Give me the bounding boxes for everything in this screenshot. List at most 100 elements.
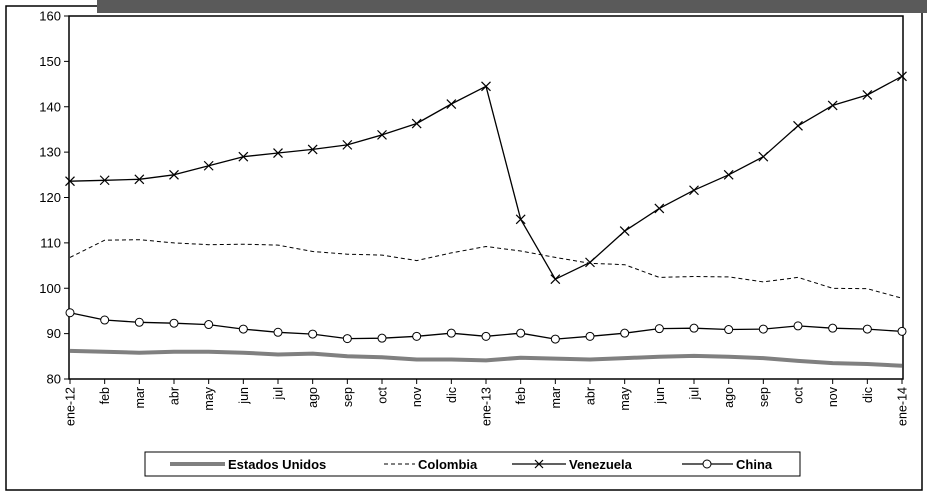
y-tick-label: 130: [39, 145, 61, 160]
data-point-china: [481, 331, 491, 341]
series-estados-unidos: [69, 348, 903, 368]
plot-area: [68, 15, 904, 380]
data-point-china: [724, 325, 734, 335]
data-point-venezuela: [238, 151, 249, 162]
legend-item-estados-unidos: Estados Unidos: [170, 457, 326, 472]
data-point-china: [238, 324, 248, 334]
data-point-venezuela: [99, 175, 110, 186]
x-tick-label: mar: [133, 387, 147, 409]
y-tick-label: 100: [39, 281, 61, 296]
x-tick-label: oct: [792, 386, 806, 403]
series-colombia: [69, 239, 903, 299]
data-point-china: [828, 323, 838, 333]
legend-label-china: China: [736, 457, 773, 472]
data-point-venezuela: [203, 160, 214, 171]
data-point-china: [620, 328, 630, 338]
data-point-china: [516, 328, 526, 338]
top-shadow-band: [97, 0, 927, 13]
x-tick-label: ene-12: [64, 387, 78, 426]
x-tick-label: oct: [376, 386, 390, 403]
data-point-venezuela: [585, 257, 595, 268]
data-point-venezuela: [446, 99, 457, 109]
y-tick-label: 110: [40, 235, 61, 250]
legend-item-venezuela: Venezuela: [512, 457, 633, 472]
data-point-china: [100, 315, 110, 325]
data-point-venezuela: [793, 120, 803, 131]
legend-label-colombia: Colombia: [418, 457, 478, 472]
x-tick-label: ene-13: [480, 387, 494, 426]
data-point-venezuela: [273, 148, 283, 158]
data-point-venezuela: [307, 144, 318, 155]
x-tick-label: abr: [584, 387, 598, 405]
x-tick-label: jun: [653, 387, 667, 405]
y-tick-label: 150: [39, 54, 61, 69]
x-tick-label: ago: [306, 387, 320, 408]
x-tick-label: dic: [861, 387, 875, 403]
y-tick-label: 90: [47, 326, 61, 341]
data-point-venezuela: [481, 81, 491, 92]
data-point-china: [793, 321, 803, 331]
data-point-venezuela: [515, 214, 526, 225]
data-point-venezuela: [342, 139, 353, 150]
data-point-venezuela: [689, 185, 699, 196]
data-point-venezuela: [65, 176, 75, 187]
x-tick-label: dic: [445, 387, 459, 403]
x-tick-label: ago: [722, 387, 736, 408]
series-venezuela: [65, 71, 907, 285]
legend-item-china: China: [682, 457, 773, 472]
data-point-venezuela: [134, 174, 145, 185]
series-line-colombia: [69, 239, 903, 299]
x-tick-label: mar: [549, 387, 563, 409]
data-point-china: [897, 326, 907, 336]
data-point-china: [308, 329, 318, 339]
data-point-china: [689, 323, 699, 333]
data-point-china: [585, 331, 595, 341]
data-point-china: [862, 324, 872, 334]
x-tick-label: abr: [168, 387, 182, 405]
x-tick-label: feb: [98, 387, 112, 404]
data-point-china: [134, 317, 144, 327]
legend-label-estados-unidos: Estados Unidos: [228, 457, 326, 472]
series-layer: [65, 71, 907, 368]
data-point-venezuela: [897, 71, 907, 82]
x-tick-label: ene-14: [896, 387, 910, 426]
data-point-china: [377, 333, 387, 343]
y-tick-label: 120: [39, 190, 61, 205]
data-point-china: [342, 334, 352, 344]
y-tick-label: 80: [47, 372, 61, 387]
legend-label-venezuela: Venezuela: [569, 457, 633, 472]
legend-marker-china: [702, 459, 712, 469]
data-point-china: [169, 318, 179, 328]
data-point-china: [65, 308, 75, 318]
data-point-venezuela: [377, 129, 387, 140]
data-point-venezuela: [169, 169, 179, 180]
legend-item-colombia: Colombia: [384, 457, 478, 472]
legend: Estados Unidos Colombia Venezuela China: [144, 451, 801, 477]
y-axis: 80 90 100 110 120 130 140 150 160: [39, 9, 69, 387]
data-point-china: [654, 324, 664, 334]
data-point-china: [412, 331, 422, 341]
data-point-china: [758, 324, 768, 334]
data-point-venezuela: [411, 118, 422, 129]
x-tick-label: nov: [826, 386, 840, 407]
x-tick-label: jul: [688, 387, 702, 401]
x-tick-label: may: [202, 386, 216, 410]
data-point-venezuela: [654, 203, 665, 214]
x-tick-label: jun: [237, 387, 251, 405]
x-tick-label: sep: [341, 387, 355, 407]
x-tick-label: jul: [272, 387, 286, 401]
data-point-china: [273, 327, 283, 337]
x-axis: ene-12 feb mar abr may jun jul ago sep oct nov dic e…: [64, 379, 910, 426]
x-tick-label: nov: [410, 386, 424, 407]
data-point-venezuela: [862, 90, 873, 100]
data-point-china: [204, 320, 214, 330]
data-point-china: [550, 334, 560, 344]
x-tick-label: feb: [514, 387, 528, 404]
data-point-venezuela: [619, 226, 630, 237]
data-point-venezuela: [550, 274, 561, 285]
x-tick-label: sep: [757, 387, 771, 407]
data-point-venezuela: [827, 100, 838, 111]
data-point-venezuela: [758, 151, 769, 162]
